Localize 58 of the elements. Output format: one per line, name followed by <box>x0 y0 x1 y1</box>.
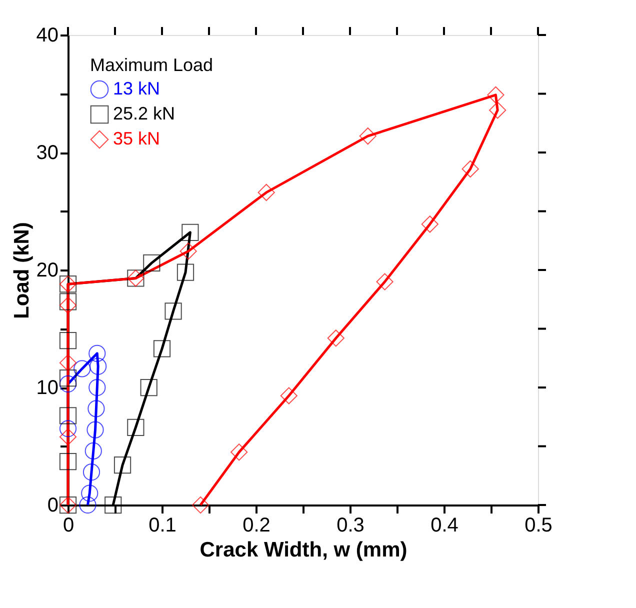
point <box>114 456 132 474</box>
x-tick-label: 0.2 <box>242 514 270 536</box>
point <box>258 184 275 202</box>
point <box>376 273 394 290</box>
point <box>182 224 199 241</box>
y-tick-label: 30 <box>36 142 58 164</box>
point <box>59 420 77 438</box>
point <box>327 330 344 347</box>
y-tick-label: 10 <box>36 377 58 399</box>
point <box>90 358 107 375</box>
y-tick-label: 0 <box>47 494 58 516</box>
point <box>84 442 102 460</box>
point <box>462 160 479 178</box>
point <box>280 387 298 404</box>
point <box>59 332 77 350</box>
point <box>86 421 104 438</box>
point <box>59 296 77 314</box>
point <box>74 360 91 378</box>
point <box>180 242 197 260</box>
point <box>176 264 194 281</box>
point <box>88 378 106 396</box>
point <box>140 378 158 396</box>
point <box>192 496 210 514</box>
x-axis-title: Crack Width, w (mm) <box>200 538 408 562</box>
point <box>59 452 77 470</box>
point <box>82 464 100 481</box>
point <box>153 340 171 358</box>
point <box>359 127 376 145</box>
legend-title: Maximum Load <box>90 55 214 75</box>
point <box>164 302 182 320</box>
point <box>59 428 77 446</box>
y-tick-label: 40 <box>36 24 58 46</box>
x-tick-label: 0 <box>62 514 74 536</box>
point <box>88 400 105 418</box>
point <box>81 484 98 502</box>
point <box>143 254 160 272</box>
x-tick-label: 0.5 <box>524 514 552 536</box>
point <box>59 293 77 310</box>
point <box>487 86 504 104</box>
point <box>421 216 438 233</box>
x-tick-label: 0.3 <box>336 514 364 536</box>
y-axis-title: Load (kN) <box>10 222 34 319</box>
legend-label: 13 kN <box>113 78 160 98</box>
point <box>88 344 106 362</box>
x-tick-label: 0.4 <box>430 514 458 536</box>
point <box>489 102 506 119</box>
point <box>230 444 248 461</box>
point <box>104 496 122 514</box>
point <box>59 407 77 424</box>
x-tick-label: 0.1 <box>148 514 176 536</box>
point <box>59 354 77 372</box>
point <box>127 418 144 436</box>
point <box>59 375 77 393</box>
y-tick-label: 20 <box>36 260 58 282</box>
point <box>79 496 96 514</box>
point <box>59 370 77 387</box>
legend-label: 35 kN <box>113 128 160 148</box>
legend-label: 25.2 kN <box>113 104 176 124</box>
